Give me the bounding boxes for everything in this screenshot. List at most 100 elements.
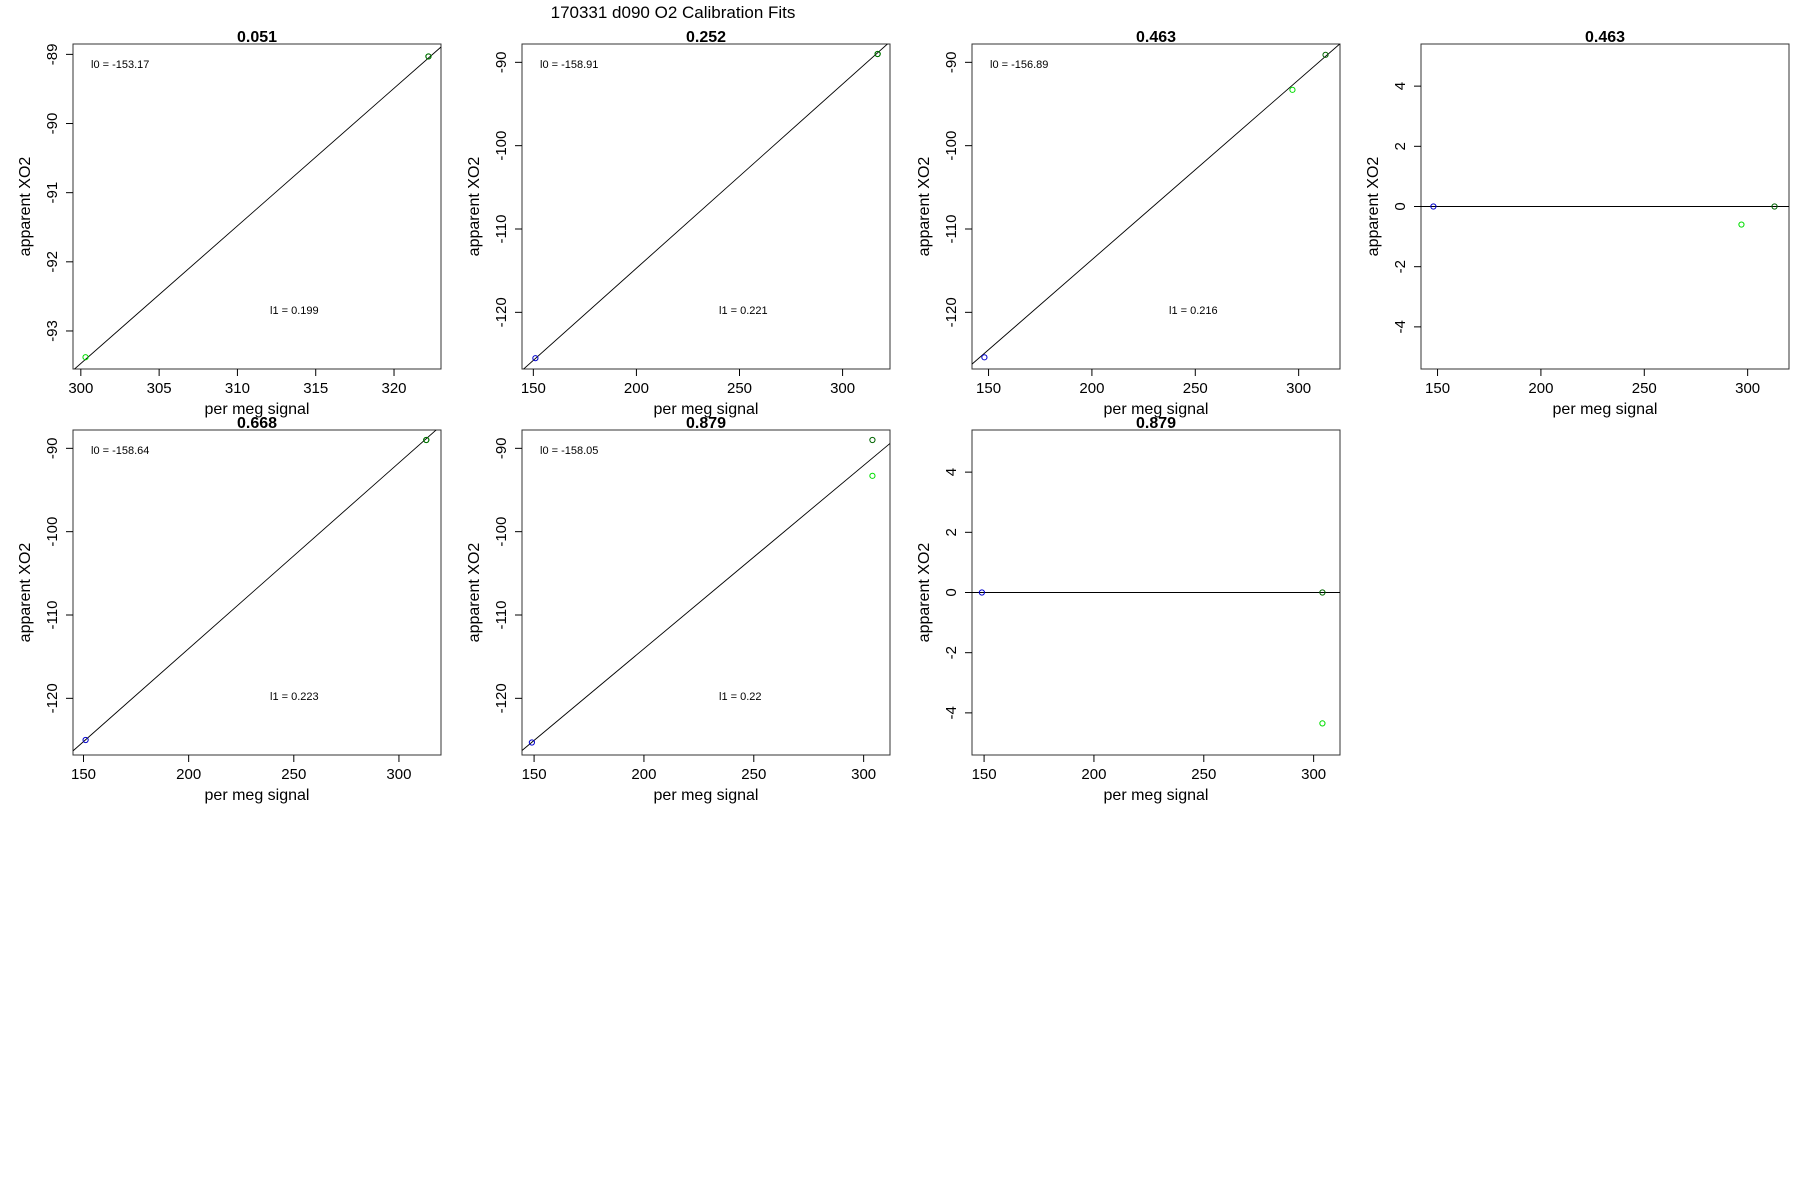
- x-tick-label: 250: [1191, 766, 1216, 783]
- y-tick-label: -93: [44, 320, 61, 342]
- y-tick-label: -91: [44, 182, 61, 204]
- y-tick-label: 4: [1392, 82, 1409, 90]
- x-tick-label: 250: [741, 766, 766, 783]
- x-tick-label: 200: [631, 766, 656, 783]
- x-tick-label: 315: [303, 380, 328, 397]
- x-tick-label: 300: [851, 766, 876, 783]
- y-tick-label: -2: [943, 646, 960, 659]
- data-point-blue: [528, 739, 535, 746]
- y-axis-label: apparent XO2: [17, 157, 34, 257]
- data-point-dark-green: [874, 50, 881, 58]
- plot-frame: [521, 43, 891, 370]
- x-tick-label: 250: [281, 766, 306, 783]
- data-point-blue: [978, 589, 985, 596]
- x-axis-label: per meg signal: [1104, 787, 1209, 804]
- slope-annotation: l1 = 0.216: [1169, 305, 1218, 317]
- y-tick-label: -90: [493, 51, 510, 73]
- x-axis-label: per meg signal: [654, 787, 759, 804]
- x-tick-label: 250: [727, 380, 752, 397]
- y-tick-label: 0: [1392, 202, 1409, 210]
- y-tick-label: -100: [44, 517, 61, 547]
- x-tick-label: 320: [382, 380, 407, 397]
- data-point-dark-green: [1319, 589, 1326, 596]
- x-axis-label: per meg signal: [205, 787, 310, 804]
- fit-line: [522, 443, 890, 751]
- x-tick-label: 250: [1632, 380, 1657, 397]
- data-point-blue: [1430, 203, 1437, 210]
- panel-title: 0.252: [686, 29, 726, 46]
- intercept-annotation: l0 = -158.05: [540, 445, 598, 457]
- x-tick-label: 150: [522, 766, 547, 783]
- y-tick-label: -90: [44, 113, 61, 135]
- data-point-dark-green: [423, 436, 430, 444]
- y-tick-label: -120: [943, 297, 960, 327]
- y-tick-label: 2: [943, 528, 960, 536]
- x-tick-label: 300: [830, 380, 855, 397]
- fit-line: [522, 44, 889, 369]
- x-tick-label: 150: [71, 766, 96, 783]
- y-axis-label: apparent XO2: [466, 543, 483, 643]
- panel-title: 0.463: [1585, 29, 1625, 46]
- x-tick-label: 150: [976, 380, 1001, 397]
- data-point-blue: [532, 355, 539, 362]
- chart-panel-3: 0.463 150 200 250 300 -90 -100 -110 -120 per meg …: [916, 29, 1341, 418]
- chart-panel-1: 0.051 300 305 310 315 320 -89 -90 -91 -92 -93 per m…: [17, 29, 442, 418]
- intercept-annotation: l0 = -158.91: [540, 59, 598, 71]
- plot-marks: [972, 44, 1340, 365]
- fit-line: [73, 430, 437, 752]
- panel-title: 0.879: [1136, 415, 1176, 432]
- x-tick-label: 150: [521, 380, 546, 397]
- x-tick-label: 300: [68, 380, 93, 397]
- y-tick-label: -4: [943, 706, 960, 719]
- y-axis-label: apparent XO2: [466, 157, 483, 257]
- panel-title: 0.051: [237, 29, 277, 46]
- plot-marks: [1421, 203, 1789, 228]
- chart-panel-7: 0.879 150 200 250 300 4 2 0 -2 -4 per meg signal ap…: [916, 415, 1341, 804]
- data-point-green: [82, 354, 89, 361]
- plot-marks: [522, 44, 889, 369]
- x-tick-label: 200: [624, 380, 649, 397]
- panels-group: 0.051 300 305 310 315 320 -89 -90 -91 -92 -93 per m…: [17, 29, 1790, 804]
- x-tick-label: 300: [1301, 766, 1326, 783]
- fit-line: [972, 44, 1340, 365]
- slope-annotation: l1 = 0.199: [270, 305, 319, 317]
- data-point-dark-green: [425, 53, 432, 60]
- plot-frame: [72, 429, 442, 756]
- y-tick-label: -120: [44, 683, 61, 713]
- y-tick-label: -110: [493, 601, 510, 630]
- intercept-annotation: l0 = -153.17: [91, 59, 149, 71]
- plot-frame: [971, 43, 1341, 370]
- x-tick-label: 310: [225, 380, 250, 397]
- plot-marks: [73, 430, 437, 752]
- x-tick-label: 200: [1079, 380, 1104, 397]
- x-axis-label: per meg signal: [1104, 401, 1209, 418]
- y-tick-label: -120: [493, 683, 510, 713]
- y-tick-label: 0: [943, 588, 960, 596]
- y-tick-label: -90: [943, 51, 960, 73]
- data-point-green: [1319, 720, 1326, 727]
- y-tick-label: -90: [493, 437, 510, 459]
- x-tick-label: 250: [1183, 380, 1208, 397]
- intercept-annotation: l0 = -158.64: [91, 445, 149, 457]
- chart-panel-2: 0.252 150 200 250 300 -90 -100 -110 -120 per meg …: [466, 29, 891, 418]
- x-tick-label: 150: [972, 766, 997, 783]
- data-point-dark-green: [1771, 203, 1778, 210]
- fit-line: [73, 46, 441, 369]
- slope-annotation: l1 = 0.22: [719, 691, 762, 703]
- x-axis-label: per meg signal: [654, 401, 759, 418]
- x-tick-label: 200: [176, 766, 201, 783]
- y-tick-label: -4: [1392, 320, 1409, 333]
- chart-panel-6: 0.879 150 200 250 300 -90 -100 -110 -120 per meg …: [466, 415, 891, 804]
- chart-panel-5: 0.668 150 200 250 300 -90 -100 -110 -120 per meg …: [17, 415, 442, 804]
- y-axis-label: apparent XO2: [916, 543, 933, 643]
- y-tick-label: 2: [1392, 142, 1409, 150]
- plot-frame: [72, 43, 442, 370]
- y-tick-label: -110: [943, 215, 960, 244]
- y-tick-label: -110: [44, 601, 61, 630]
- y-tick-label: -92: [44, 251, 61, 273]
- y-tick-label: 4: [943, 468, 960, 476]
- y-tick-label: -90: [44, 437, 61, 459]
- data-point-dark-green: [1322, 51, 1329, 58]
- plot-frame: [521, 429, 891, 756]
